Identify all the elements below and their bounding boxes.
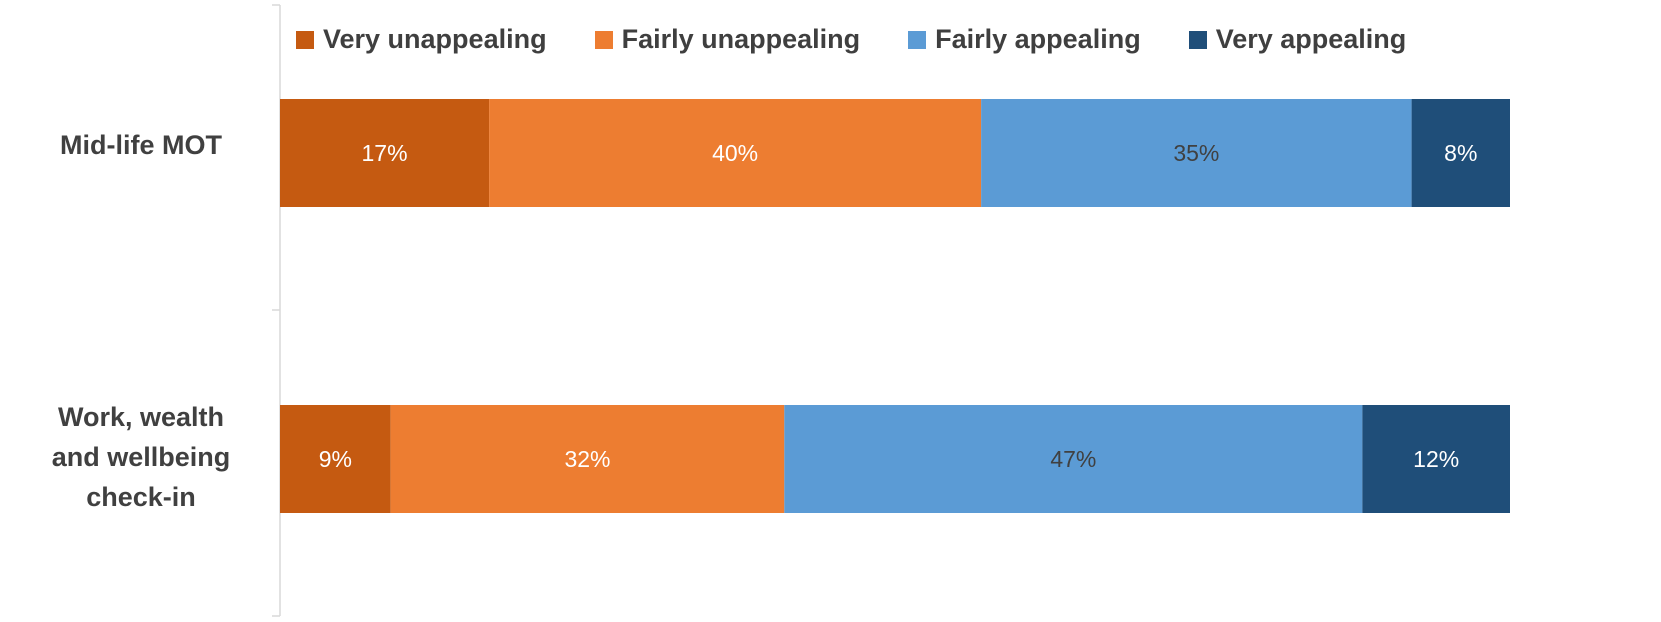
bar-segment: [981, 99, 1412, 207]
legend-label-very-unappealing: Very unappealing: [323, 24, 547, 54]
legend-swatch-very-unappealing: [296, 30, 314, 49]
legend: Very unappealing Fairly unappealing Fair…: [296, 24, 1454, 55]
data-label: 47%: [1050, 446, 1096, 472]
bar-segment: [280, 405, 391, 513]
legend-label-fairly-unappealing: Fairly unappealing: [621, 24, 861, 54]
data-label: 35%: [1173, 140, 1219, 166]
legend-item-very-appealing: Very appealing: [1188, 24, 1407, 55]
data-label: 9%: [319, 446, 352, 472]
legend-item-fairly-appealing: Fairly appealing: [908, 24, 1141, 55]
data-label: 8%: [1444, 140, 1477, 166]
category-label-line: Mid-life MOT: [60, 130, 222, 160]
category-label-mid-life-mot: Mid-life MOT: [31, 125, 251, 165]
legend-swatch-fairly-unappealing: [594, 30, 613, 49]
data-label: 12%: [1413, 446, 1459, 472]
bar-segment: [784, 405, 1363, 513]
bar-segment: [280, 99, 490, 207]
legend-label-very-appealing: Very appealing: [1215, 24, 1407, 54]
data-label: 17%: [362, 140, 408, 166]
bar-segment: [1411, 99, 1510, 207]
category-label-line: check-in: [86, 482, 196, 512]
legend-label-fairly-appealing: Fairly appealing: [935, 24, 1141, 54]
bar-segments: 17% 40% 35% 8% 9% 32% 47% 12%: [280, 99, 1510, 513]
bar-segment: [1362, 405, 1510, 513]
category-label-line: and wellbeing: [51, 442, 231, 472]
legend-item-very-unappealing: Very unappealing: [296, 24, 547, 55]
data-label: 40%: [712, 140, 758, 166]
category-label-work-wealth-wellbeing: Work, wealth and wellbeing check-in: [31, 397, 251, 517]
legend-swatch-very-appealing: [1188, 30, 1207, 49]
legend-item-fairly-unappealing: Fairly unappealing: [594, 24, 861, 55]
bar-segment: [390, 405, 785, 513]
bar-segment: [489, 99, 982, 207]
data-label: 32%: [564, 446, 610, 472]
category-label-line: Work, wealth: [57, 402, 225, 432]
legend-swatch-fairly-appealing: [908, 30, 927, 49]
